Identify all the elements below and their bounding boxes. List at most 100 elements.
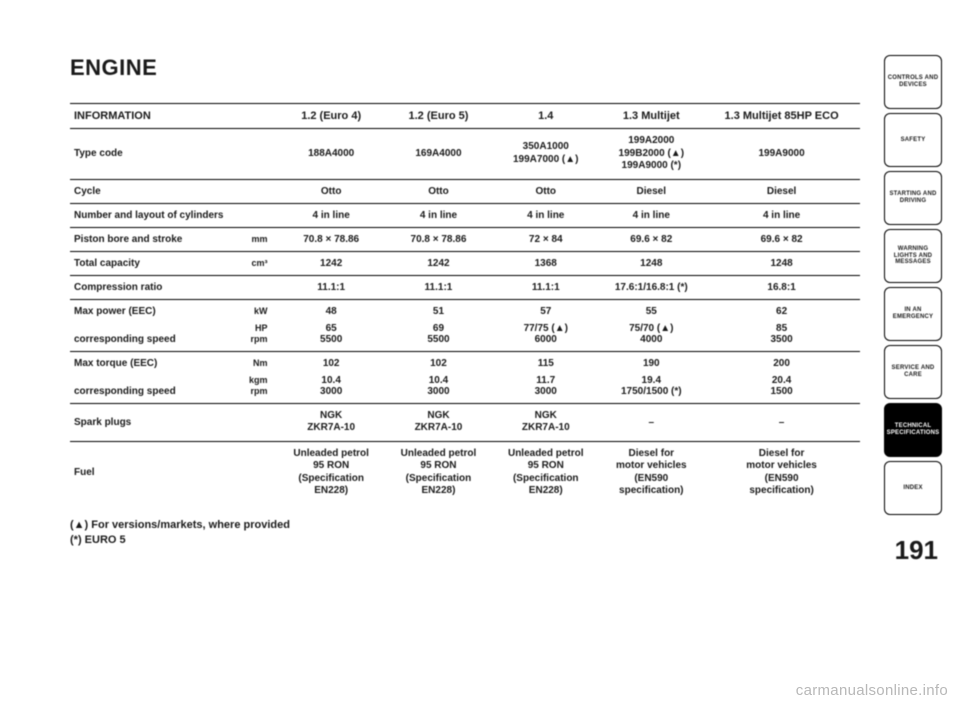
bore-c2: 70.8 × 78.86: [385, 227, 492, 251]
compression-c1: 11.1:1: [278, 275, 385, 299]
page-number: 191: [895, 535, 938, 566]
footnote-a: (▲) For versions/markets, where provided: [70, 518, 860, 533]
row-bore-label: Piston bore and stroke: [70, 227, 245, 251]
power-c5-1: 85: [703, 317, 860, 334]
row-spark-label: Spark plugs: [70, 403, 245, 441]
cycle-c2: Otto: [385, 179, 492, 203]
col-c1: 1.2 (Euro 4): [278, 104, 385, 129]
bore-c5: 69.6 × 82: [703, 227, 860, 251]
fuel-c5: Diesel formotor vehicles(EN590specificat…: [703, 441, 860, 504]
torque-c4-1: 19.4: [599, 369, 703, 386]
power-c1-0: 48: [278, 299, 385, 317]
power-c2-2: 5500: [385, 334, 492, 352]
compression-c3: 11.1:1: [492, 275, 599, 299]
torque-c4-0: 190: [599, 351, 703, 369]
torque-c2-2: 3000: [385, 386, 492, 404]
power-c4-0: 55: [599, 299, 703, 317]
bore-c3: 72 × 84: [492, 227, 599, 251]
power-c2-0: 51: [385, 299, 492, 317]
col-c2: 1.2 (Euro 5): [385, 104, 492, 129]
torque-c5-1: 20.4: [703, 369, 860, 386]
torque-c2-0: 102: [385, 351, 492, 369]
bore-c4: 69.6 × 82: [599, 227, 703, 251]
power-c2-1: 69: [385, 317, 492, 334]
row-power-label: Max power (EEC): [70, 299, 245, 317]
typecode-c3: 350A1000199A7000 (▲): [492, 129, 599, 180]
power-c1-1: 65: [278, 317, 385, 334]
torque-c5-2: 1500: [703, 386, 860, 404]
row-torque-label: Max torque (EEC): [70, 351, 245, 369]
row-capacity-label: Total capacity: [70, 251, 245, 275]
power-c1-2: 5500: [278, 334, 385, 352]
fuel-c3: Unleaded petrol95 RON(SpecificationEN228…: [492, 441, 599, 504]
spark-c5: –: [703, 403, 860, 441]
torque-c2-1: 10.4: [385, 369, 492, 386]
typecode-c5: 199A9000: [703, 129, 860, 180]
row-compression-label: Compression ratio: [70, 275, 245, 299]
torque-unit-2: rpm: [245, 386, 278, 404]
compression-c4: 17.6:1/16.8:1 (*): [599, 275, 703, 299]
typecode-c1: 188A4000: [278, 129, 385, 180]
tab-safety[interactable]: SAFETY: [884, 113, 942, 167]
cycle-c1: Otto: [278, 179, 385, 203]
engine-spec-table: INFORMATION 1.2 (Euro 4) 1.2 (Euro 5) 1.…: [70, 103, 860, 504]
compression-c2: 11.1:1: [385, 275, 492, 299]
torque-c3-1: 11.7: [492, 369, 599, 386]
tab-technical[interactable]: TECHNICAL SPECIFICATIONS: [884, 403, 942, 457]
capacity-c2: 1242: [385, 251, 492, 275]
compression-c5: 16.8:1: [703, 275, 860, 299]
torque-c5-0: 200: [703, 351, 860, 369]
tab-emergency[interactable]: IN AN EMERGENCY: [884, 287, 942, 341]
capacity-c3: 1368: [492, 251, 599, 275]
power-c3-2: 6000: [492, 334, 599, 352]
layout-c2: 4 in line: [385, 203, 492, 227]
watermark: carmanualsonline.info: [796, 682, 948, 699]
footnotes: (▲) For versions/markets, where provided…: [70, 518, 860, 549]
bore-c1: 70.8 × 78.86: [278, 227, 385, 251]
power-c3-1: 77/75 (▲): [492, 317, 599, 334]
cycle-c3: Otto: [492, 179, 599, 203]
torque-c1-0: 102: [278, 351, 385, 369]
cycle-c5: Diesel: [703, 179, 860, 203]
torque-c4-2: 1750/1500 (*): [599, 386, 703, 404]
layout-c3: 4 in line: [492, 203, 599, 227]
power-c5-2: 3500: [703, 334, 860, 352]
layout-c5: 4 in line: [703, 203, 860, 227]
capacity-c4: 1248: [599, 251, 703, 275]
row-bore-unit: mm: [245, 227, 278, 251]
row-cycle-label: Cycle: [70, 179, 245, 203]
col-c5: 1.3 Multijet 85HP ECO: [703, 104, 860, 129]
row-power-sub: corresponding speed: [70, 334, 245, 352]
layout-c1: 4 in line: [278, 203, 385, 227]
row-layout-label: Number and layout of cylinders: [70, 203, 245, 227]
power-c3-0: 57: [492, 299, 599, 317]
col-c3: 1.4: [492, 104, 599, 129]
spark-c3: NGKZKR7A-10: [492, 403, 599, 441]
tab-index[interactable]: INDEX: [884, 461, 942, 515]
spark-c2: NGKZKR7A-10: [385, 403, 492, 441]
power-unit-0: kW: [245, 299, 278, 317]
tab-service[interactable]: SERVICE AND CARE: [884, 345, 942, 399]
torque-c1-2: 3000: [278, 386, 385, 404]
tab-controls[interactable]: CONTROLS AND DEVICES: [884, 55, 942, 109]
capacity-c1: 1242: [278, 251, 385, 275]
cycle-c4: Diesel: [599, 179, 703, 203]
fuel-c1: Unleaded petrol95 RON(SpecificationEN228…: [278, 441, 385, 504]
engine-heading: ENGINE: [70, 55, 860, 81]
tab-starting[interactable]: STARTING AND DRIVING: [884, 171, 942, 225]
fuel-c4: Diesel formotor vehicles(EN590specificat…: [599, 441, 703, 504]
row-fuel-label: Fuel: [70, 441, 245, 504]
typecode-c2: 169A4000: [385, 129, 492, 180]
tab-warning[interactable]: WARNING LIGHTS AND MESSAGES: [884, 229, 942, 283]
power-c5-0: 62: [703, 299, 860, 317]
fuel-c2: Unleaded petrol95 RON(SpecificationEN228…: [385, 441, 492, 504]
footnote-b: (*) EURO 5: [70, 533, 860, 548]
spark-c1: NGKZKR7A-10: [278, 403, 385, 441]
side-tabs: CONTROLS AND DEVICES SAFETY STARTING AND…: [884, 55, 942, 515]
torque-c1-1: 10.4: [278, 369, 385, 386]
torque-unit-1: kgm: [245, 369, 278, 386]
typecode-c4: 199A2000199B2000 (▲)199A9000 (*): [599, 129, 703, 180]
power-c4-2: 4000: [599, 334, 703, 352]
capacity-c5: 1248: [703, 251, 860, 275]
power-unit-1: HP: [245, 317, 278, 334]
